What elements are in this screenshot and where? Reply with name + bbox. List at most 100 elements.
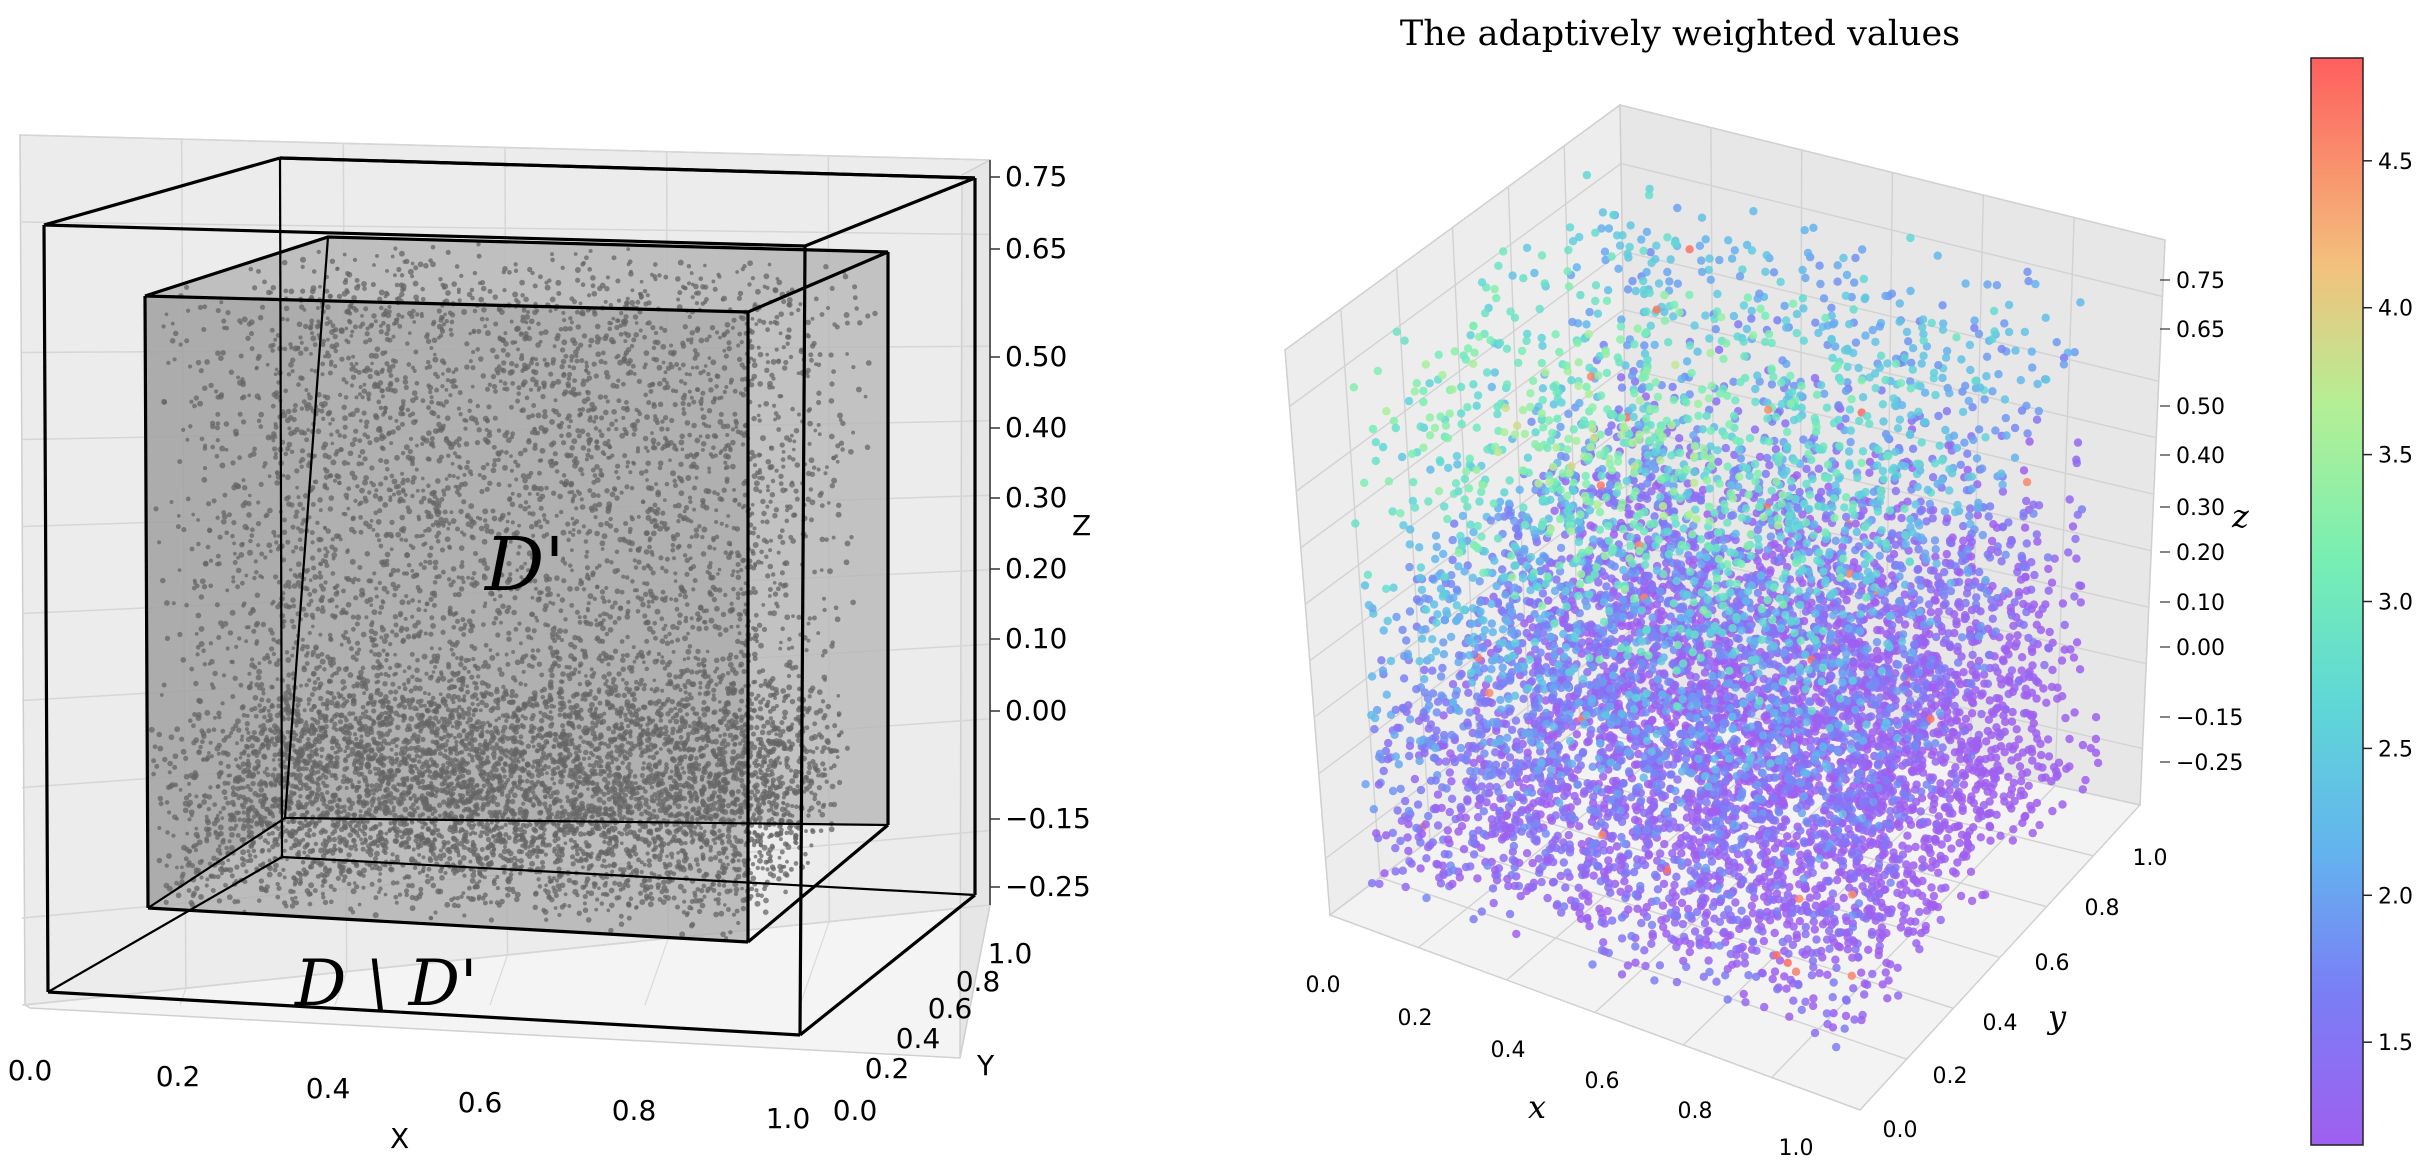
left-point: [472, 551, 479, 557]
left-point: [765, 360, 771, 365]
left-point: [540, 694, 546, 700]
left-point: [431, 806, 436, 811]
left-point: [563, 353, 569, 359]
left-point: [298, 335, 303, 340]
left-point: [710, 805, 717, 812]
left-point: [662, 498, 667, 502]
left-point: [172, 753, 179, 760]
left-point: [811, 615, 817, 621]
left-point: [773, 696, 777, 700]
left-point: [291, 603, 297, 609]
left-point: [226, 858, 231, 863]
left-point: [622, 453, 628, 459]
left-point: [402, 806, 409, 813]
left-point: [784, 758, 789, 764]
left-point: [350, 782, 355, 787]
left-point: [312, 680, 318, 685]
left-point: [567, 364, 572, 369]
left-point: [503, 331, 508, 336]
left-point: [779, 774, 784, 780]
left-point: [184, 338, 190, 344]
left-point: [653, 330, 659, 336]
left-point: [539, 859, 546, 866]
left-point: [735, 574, 742, 581]
left-point: [432, 715, 439, 721]
left-point: [786, 646, 791, 651]
left-point: [431, 602, 437, 608]
left-point: [760, 435, 766, 442]
left-point: [521, 669, 526, 674]
left-point: [328, 294, 333, 299]
left-point: [730, 427, 736, 432]
left-point: [786, 334, 792, 340]
left-point: [757, 351, 764, 358]
left-point: [519, 849, 525, 855]
left-point: [794, 462, 801, 468]
left-point: [754, 322, 759, 326]
left-point: [588, 248, 593, 254]
left-point: [263, 514, 268, 519]
left-point: [781, 450, 786, 454]
left-point: [732, 388, 738, 394]
left-point: [216, 751, 221, 756]
left-point: [228, 773, 233, 778]
left-point: [727, 661, 734, 668]
left-point: [266, 708, 271, 713]
left-point: [598, 468, 603, 473]
left-point: [162, 756, 168, 763]
left-point: [623, 712, 628, 718]
left-point: [495, 825, 501, 831]
left-point: [660, 510, 666, 516]
left-point: [425, 873, 430, 878]
left-point: [262, 461, 268, 466]
left-point: [225, 646, 230, 651]
left-point: [603, 864, 608, 869]
left-point: [221, 318, 227, 324]
left-point: [756, 559, 762, 565]
left-point: [681, 770, 687, 775]
left-point: [524, 778, 530, 784]
left-point: [216, 898, 223, 904]
left-point: [636, 378, 643, 385]
left-point: [550, 776, 555, 781]
left-point: [258, 411, 265, 418]
left-point: [536, 321, 541, 327]
left-point: [660, 343, 667, 350]
left-point: [505, 352, 511, 358]
left-point: [290, 597, 296, 603]
left-point: [374, 594, 379, 599]
left-point: [729, 624, 734, 629]
left-point: [273, 337, 278, 342]
left-point: [476, 702, 480, 707]
left-point: [171, 601, 176, 606]
left-point: [711, 432, 718, 439]
left-point: [456, 903, 461, 909]
left-point: [346, 852, 352, 858]
left-point: [444, 436, 449, 441]
left-point: [479, 316, 485, 322]
left-point: [576, 724, 582, 730]
left-point: [731, 317, 737, 323]
left-point: [529, 860, 536, 867]
left-point: [750, 275, 756, 281]
left-point: [608, 927, 614, 934]
left-point: [449, 319, 455, 325]
left-point: [233, 551, 237, 556]
left-point: [549, 296, 556, 303]
left-point: [669, 343, 674, 348]
left-point: [349, 441, 356, 448]
left-point: [300, 256, 306, 263]
left-point: [341, 588, 346, 594]
left-point: [558, 778, 564, 785]
left-point: [257, 703, 262, 708]
left-point: [838, 440, 845, 446]
left-point: [603, 333, 609, 339]
left-point: [806, 621, 811, 626]
left-point: [311, 269, 317, 274]
left-point: [318, 508, 323, 513]
left-point: [534, 823, 539, 827]
left-point: [582, 907, 589, 914]
left-point: [570, 337, 577, 344]
left-point: [494, 688, 500, 695]
left-point: [634, 655, 639, 660]
